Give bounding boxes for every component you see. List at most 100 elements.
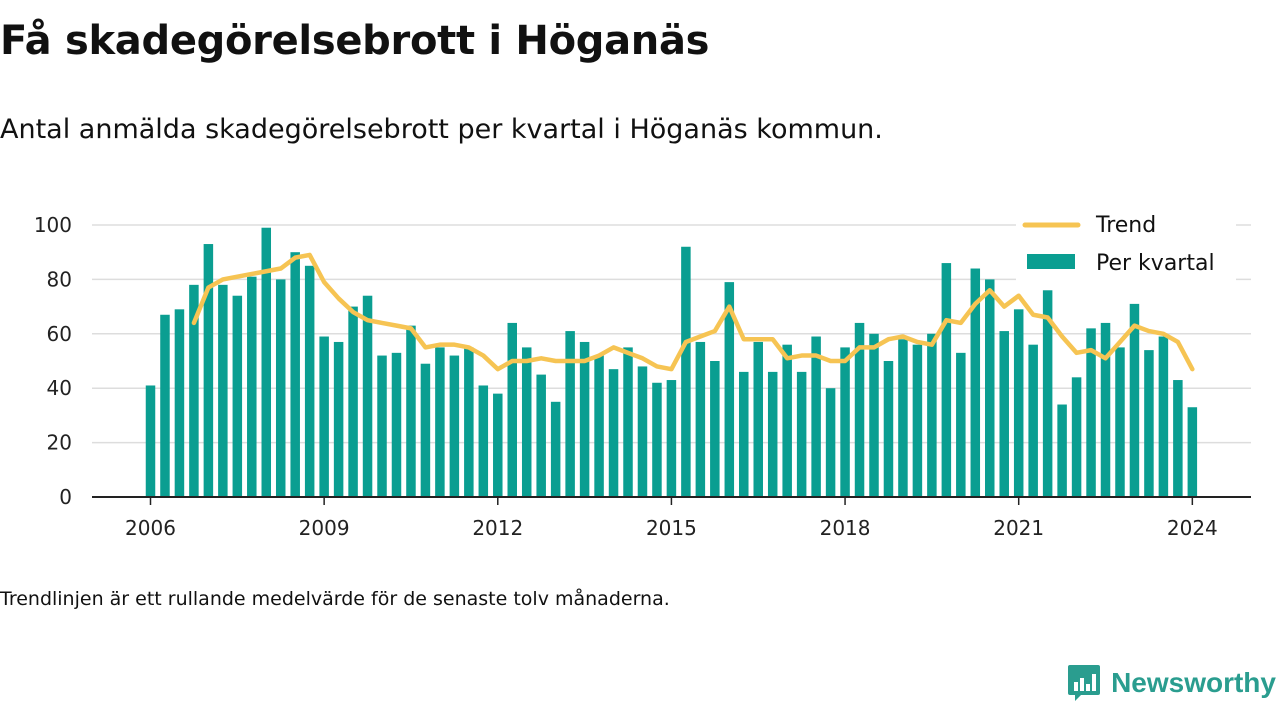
bar [565, 331, 575, 497]
legend: Trend Per kvartal [1016, 208, 1236, 288]
bar [652, 382, 662, 497]
bar [927, 333, 937, 497]
x-tick-label: 2006 [125, 516, 176, 540]
bar [521, 347, 532, 497]
brand-name: Newsworthy [1111, 667, 1276, 698]
bar [854, 322, 865, 497]
bar [970, 268, 981, 497]
y-tick-label: 0 [59, 485, 72, 509]
bar [391, 352, 402, 497]
bar [464, 347, 474, 497]
bar [1187, 407, 1198, 497]
bar [1100, 322, 1111, 497]
page-title: Få skadegörelsebrott i Höganäs [0, 18, 710, 64]
bar [825, 388, 836, 497]
bar [1071, 377, 1082, 497]
bar [507, 322, 517, 497]
bar [145, 385, 156, 497]
bar [304, 265, 315, 497]
brand-logo[interactable]: Newsworthy [1067, 664, 1276, 702]
y-tick-label: 40 [47, 376, 72, 400]
bar [203, 244, 214, 497]
y-tick-label: 60 [47, 322, 72, 346]
bar [290, 252, 300, 497]
bar [753, 341, 763, 497]
legend-bar-label: Per kvartal [1096, 251, 1215, 276]
bar [840, 347, 850, 497]
bar [1057, 404, 1067, 497]
footnote: Trendlinjen är ett rullande medelvärde f… [0, 588, 670, 610]
bar [348, 306, 358, 497]
bar [377, 355, 387, 497]
bar [261, 227, 272, 497]
y-tick-label: 20 [47, 431, 72, 455]
bar [724, 282, 735, 497]
y-tick-label: 100 [34, 213, 72, 237]
bar [695, 341, 706, 497]
bar [637, 366, 648, 497]
x-tick-label: 2024 [1167, 516, 1218, 540]
bar [275, 279, 286, 497]
bar [435, 347, 445, 497]
bar [218, 284, 228, 497]
bar [1158, 336, 1169, 497]
trend-line [191, 252, 1195, 372]
bar [1115, 347, 1125, 497]
bar [362, 295, 373, 497]
x-axis-ticks: 2006 2009 2012 2015 2018 2021 2024 [125, 497, 1218, 540]
y-axis-ticks: 0 20 40 60 80 100 [34, 213, 72, 509]
bar [796, 371, 807, 497]
chart-subtitle: Antal anmälda skadegörelsebrott per kvar… [0, 114, 883, 145]
bar [160, 314, 170, 497]
bar [898, 339, 908, 497]
bar [579, 341, 590, 497]
bar [333, 341, 344, 497]
bar [811, 336, 821, 497]
bar [1028, 344, 1038, 497]
bar [883, 361, 894, 497]
bar [739, 371, 749, 497]
bar [869, 333, 879, 497]
bar [189, 284, 199, 497]
bar [1013, 309, 1024, 497]
bar [536, 374, 546, 497]
bar [247, 276, 257, 497]
bar [174, 309, 185, 497]
bar [1173, 380, 1183, 497]
bar [594, 355, 604, 497]
bar [912, 344, 923, 497]
x-tick-label: 2018 [820, 516, 871, 540]
bar [999, 331, 1009, 497]
bar [406, 325, 416, 497]
bar [941, 263, 952, 497]
legend-background [1016, 208, 1236, 288]
bar [478, 385, 489, 497]
bar [1129, 303, 1140, 497]
bar [420, 363, 431, 497]
bar [767, 371, 778, 497]
bar [1144, 350, 1154, 497]
bar-series [145, 227, 1198, 497]
x-tick-label: 2012 [472, 516, 523, 540]
x-tick-label: 2015 [646, 516, 697, 540]
bar [493, 393, 503, 497]
bar [1042, 290, 1053, 497]
x-tick-label: 2021 [993, 516, 1044, 540]
bar [1086, 328, 1096, 497]
chart: 0 20 40 60 80 100 2006 2009 2012 2015 2018 2021 202… [34, 208, 1251, 540]
bar [956, 352, 966, 497]
bar [782, 344, 792, 497]
legend-trend-label: Trend [1095, 213, 1156, 238]
x-tick-label: 2009 [299, 516, 350, 540]
bar [550, 401, 561, 497]
bar [985, 279, 995, 497]
bar [319, 336, 329, 497]
bar [232, 295, 243, 497]
bar [623, 347, 633, 497]
bar [681, 246, 691, 497]
bar [449, 355, 460, 497]
bar [608, 369, 619, 497]
newsworthy-logo-icon [1068, 665, 1101, 701]
bar [710, 361, 720, 497]
bar [666, 380, 677, 497]
